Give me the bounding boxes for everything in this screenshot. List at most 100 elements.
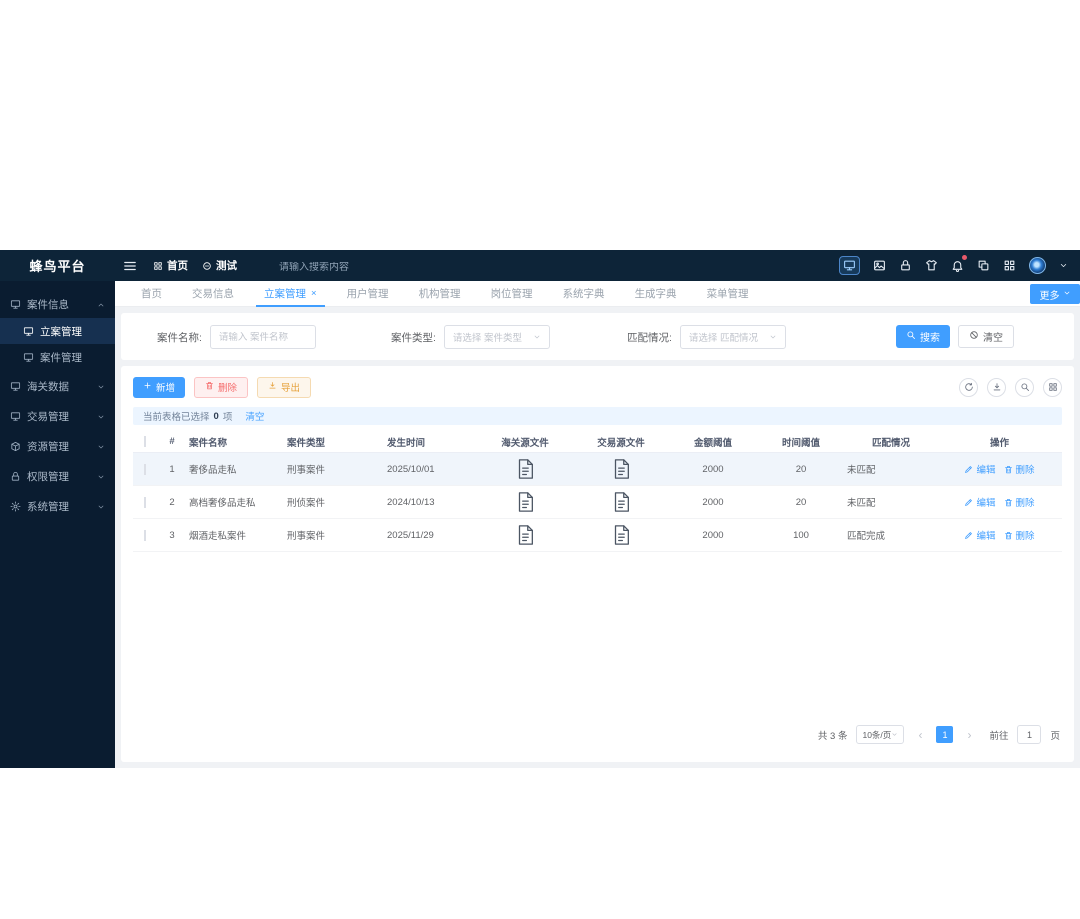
chevron-down-icon [1063, 289, 1071, 300]
plus-icon [143, 381, 152, 393]
match-status: 匹配完成 [847, 531, 886, 542]
page-size-select[interactable]: 10条/页 [856, 725, 905, 744]
trade-file-icon[interactable] [573, 458, 669, 480]
topbar-search [279, 257, 429, 275]
prev-page-button[interactable]: ‹ [918, 727, 923, 742]
row-checkbox-cell [133, 496, 157, 508]
sidebar-item-交易管理[interactable]: 交易管理 [0, 403, 115, 430]
tab-close-icon[interactable]: × [311, 288, 317, 299]
global-search-input[interactable] [279, 261, 429, 273]
tab-首页[interactable]: 首页 [141, 281, 162, 307]
trade-file-icon[interactable] [573, 524, 669, 546]
customs-file-icon[interactable] [477, 524, 573, 546]
trade-file-icon[interactable] [573, 491, 669, 513]
screen-monitor-icon[interactable] [839, 256, 860, 275]
delete-link[interactable]: 删除 [1004, 495, 1035, 509]
sidebar-item-系统管理[interactable]: 系统管理 [0, 493, 115, 520]
clear-button[interactable]: 清空 [958, 325, 1014, 348]
edit-link[interactable]: 编辑 [964, 495, 996, 509]
more-tabs-button[interactable]: 更多 [1030, 284, 1080, 304]
sidebar-item-案件管理[interactable]: 案件管理 [0, 344, 115, 370]
sidebar-item-label: 系统管理 [27, 501, 69, 513]
theme-skin-icon[interactable] [925, 259, 938, 272]
amount-threshold: 2000 [702, 463, 724, 475]
add-button[interactable]: 新增 [133, 376, 186, 398]
search-button[interactable]: 搜索 [896, 325, 950, 348]
document-copy-icon[interactable] [977, 259, 990, 272]
monitor-icon [10, 381, 21, 392]
match-status: 未匹配 [847, 498, 876, 509]
customs-file-icon[interactable] [477, 491, 573, 513]
sidebar-item-海关数据[interactable]: 海关数据 [0, 373, 115, 400]
tab-机构管理[interactable]: 机构管理 [419, 281, 461, 307]
data-table: # 案件名称 案件类型 发生时间 海关源文件 交易源文件 金额阈值 时间阈值 匹配情况 操作 1 奢… [133, 431, 1062, 552]
column-header-发生时间: 发生时间 [387, 437, 426, 449]
chevron-down-icon [891, 731, 898, 738]
screenshot-icon[interactable] [873, 259, 886, 272]
goto-page-input[interactable]: 1 [1017, 725, 1042, 744]
selection-text: 当前表格已选择 [143, 412, 210, 423]
lock-screen-icon[interactable] [899, 259, 912, 272]
search-button-label: 搜索 [920, 333, 940, 344]
select-placeholder: 请选择 案件类型 [452, 333, 523, 344]
row-actions: 编辑 删除 [937, 495, 1062, 509]
sidebar-item-案件信息[interactable]: 案件信息 [0, 291, 115, 318]
tab-菜单管理[interactable]: 菜单管理 [707, 281, 749, 307]
delete-link[interactable]: 删除 [1004, 528, 1035, 542]
case-name: 烟酒走私案件 [189, 531, 247, 542]
sidebar-item-资源管理[interactable]: 资源管理 [0, 433, 115, 460]
table-row[interactable]: 2 高档奢侈品走私 刑侦案件 2024/10/13 2000 20 未匹配 编辑 删除 [133, 486, 1062, 519]
topbar-actions [839, 255, 1068, 275]
sidebar-item-权限管理[interactable]: 权限管理 [0, 463, 115, 490]
table-row[interactable]: 1 奢侈品走私 刑事案件 2025/10/01 2000 20 未匹配 编辑 删除 [133, 453, 1062, 486]
amount-threshold: 2000 [702, 496, 724, 508]
edit-link[interactable]: 编辑 [964, 528, 996, 542]
table-row[interactable]: 3 烟酒走私案件 刑事案件 2025/11/29 2000 100 匹配完成 编辑 删除 [133, 519, 1062, 552]
export-download-icon[interactable] [987, 377, 1006, 397]
user-menu-chevron-icon[interactable] [1059, 261, 1068, 270]
selection-clear-link[interactable]: 清空 [245, 412, 265, 423]
row-checkbox[interactable] [144, 463, 146, 475]
row-checkbox-cell [133, 463, 157, 475]
trash-icon [205, 381, 214, 393]
next-page-button[interactable]: › [967, 727, 972, 742]
tab-交易信息[interactable]: 交易信息 [192, 281, 234, 307]
customs-file-icon[interactable] [477, 458, 573, 480]
tab-生成字典[interactable]: 生成字典 [635, 281, 677, 307]
header-checkbox-cell [133, 436, 157, 447]
delete-button[interactable]: 删除 [194, 376, 249, 398]
amount-threshold: 2000 [702, 529, 724, 541]
filter-select[interactable]: 请选择 案件类型 [443, 325, 550, 349]
column-settings-icon[interactable] [1043, 377, 1062, 397]
tab-用户管理[interactable]: 用户管理 [347, 281, 389, 307]
delete-link[interactable]: 删除 [1004, 462, 1035, 476]
export-button[interactable]: 导出 [257, 376, 312, 398]
download-icon [268, 381, 277, 393]
topbar-nav-item[interactable]: 测试 [202, 258, 237, 273]
filter-panel: 搜索 清空 案件名称: 案件类型: 请选择 案件类型 匹配情况: 请选择 匹配情况 [121, 313, 1074, 360]
tab-label: 生成字典 [634, 288, 677, 300]
tab-系统字典[interactable]: 系统字典 [563, 281, 605, 307]
notification-bell-icon[interactable] [951, 255, 967, 272]
row-checkbox[interactable] [144, 529, 146, 541]
current-page-button[interactable]: 1 [936, 726, 954, 743]
user-avatar[interactable] [1029, 257, 1046, 274]
layout-grid-icon[interactable] [1003, 259, 1016, 272]
select-all-checkbox[interactable] [144, 436, 146, 447]
box-icon [10, 441, 21, 452]
refresh-table-icon[interactable] [959, 377, 978, 397]
search-toggle-icon[interactable] [1015, 377, 1034, 397]
sidebar-item-立案管理[interactable]: 立案管理 [0, 318, 115, 344]
tab-label: 系统字典 [562, 288, 605, 300]
hamburger-menu-icon[interactable] [123, 259, 137, 273]
tab-立案管理[interactable]: 立案管理 × [256, 281, 325, 307]
case-name-input[interactable] [209, 325, 316, 349]
text-input[interactable] [218, 331, 307, 343]
row-checkbox[interactable] [144, 496, 146, 508]
topbar-nav-item[interactable]: 首页 [153, 258, 188, 273]
edit-link[interactable]: 编辑 [964, 462, 996, 476]
tab-岗位管理[interactable]: 岗位管理 [491, 281, 533, 307]
filter-select[interactable]: 请选择 匹配情况 [679, 325, 786, 349]
goto-unit: 页 [1050, 730, 1060, 742]
